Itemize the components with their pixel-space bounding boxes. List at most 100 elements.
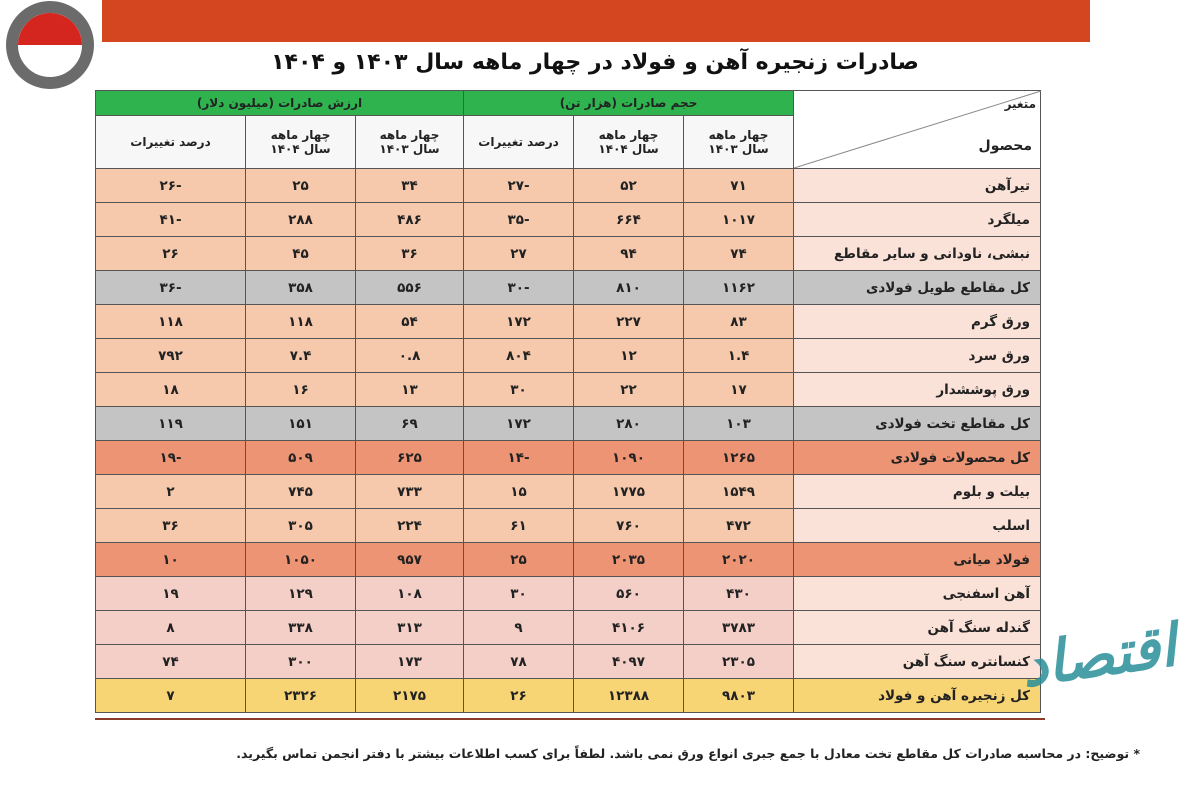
sub-header-line: درصد تغییرات	[478, 135, 559, 149]
value-cell: ۱۶	[245, 372, 357, 407]
value-cell: ۸۰۴	[463, 338, 575, 373]
product-cell: فولاد میانی	[793, 542, 1042, 577]
value-cell: -۲۷	[463, 168, 575, 203]
product-cell: تیرآهن	[793, 168, 1042, 203]
value-cell: ۱.۴	[683, 338, 795, 373]
diagonal	[794, 91, 1042, 168]
value-cell: ۶۱	[463, 508, 575, 543]
table-row: میلگرد ۱۰۱۷ ۶۶۴ -۳۵ ۴۸۶ ۲۸۸ -۴۱	[94, 202, 1042, 237]
value-cell: ۱۷	[683, 372, 795, 407]
product-cell: کنسانتره سنگ آهن	[793, 644, 1042, 679]
product-cell: ورق گرم	[793, 304, 1042, 339]
table-row: کل مقاطع طویل فولادی ۱۱۶۲ ۸۱۰ -۳۰ ۵۵۶ ۳۵۸ -۳۶	[94, 270, 1042, 305]
value-cell: ۳۶	[94, 508, 247, 543]
sub-header: چهار ماهه سال ۱۴۰۴	[573, 115, 685, 169]
product-cell: کل مقاطع تخت فولادی	[793, 406, 1042, 441]
value-cell: ۷۶۰	[573, 508, 685, 543]
product-cell: کل زنجیره آهن و فولاد	[793, 678, 1042, 713]
value-cell: ۲۵	[245, 168, 357, 203]
value-cell: ۶۲۵	[355, 440, 465, 475]
table-row: فولاد میانی ۲۰۲۰ ۲۰۳۵ ۲۵ ۹۵۷ ۱۰۵۰ ۱۰	[94, 542, 1042, 577]
sub-header-line: سال ۱۴۰۳	[708, 142, 769, 156]
value-cell: ۱۳	[355, 372, 465, 407]
value-cell: ۷۱	[683, 168, 795, 203]
value-cell: ۰.۸	[355, 338, 465, 373]
sub-header-line: چهار ماهه	[598, 128, 659, 142]
value-cell: ۷	[94, 678, 247, 713]
product-cell: کل محصولات فولادی	[793, 440, 1042, 475]
product-cell: کل مقاطع طویل فولادی	[793, 270, 1042, 305]
value-cell: ۲۲	[573, 372, 685, 407]
sub-header: درصد تغییرات	[463, 115, 575, 169]
value-cell: ۹۴	[573, 236, 685, 271]
footnote: * توضیح: در محاسبه صادرات کل مقاطع تخت م…	[236, 746, 1140, 761]
value-cell: ۱۷۷۵	[573, 474, 685, 509]
value-cell: ۳۴	[355, 168, 465, 203]
sub-header: چهار ماهه سال ۱۴۰۳	[683, 115, 795, 169]
value-cell: ۵۵۶	[355, 270, 465, 305]
table-row: اسلب ۴۷۲ ۷۶۰ ۶۱ ۲۲۴ ۳۰۵ ۳۶	[94, 508, 1042, 543]
sub-header: چهار ماهه سال ۱۴۰۴	[245, 115, 357, 169]
value-cell: ۲۸۸	[245, 202, 357, 237]
value-cell: ۳۷۸۳	[683, 610, 795, 645]
sub-header-line: درصد تغییرات	[130, 135, 211, 149]
value-cell: ۱۰۸	[355, 576, 465, 611]
value-cell: ۴۸۶	[355, 202, 465, 237]
product-cell: میلگرد	[793, 202, 1042, 237]
value-cell: ۱۱۸	[245, 304, 357, 339]
value-cell: ۱۰۹۰	[573, 440, 685, 475]
value-cell: ۹	[463, 610, 575, 645]
value-cell: ۲۲۴	[355, 508, 465, 543]
value-cell: ۷۸	[463, 644, 575, 679]
table-row: کل محصولات فولادی ۱۲۶۵ ۱۰۹۰ -۱۴ ۶۲۵ ۵۰۹ -۱۹	[94, 440, 1042, 475]
value-cell: ۵۲	[573, 168, 685, 203]
data-table: متغیر محصول حجم صادرات (هزار تن) ارزش صا…	[94, 90, 1042, 713]
corner-bottom: محصول	[978, 138, 1033, 154]
value-cell: ۲۳۲۶	[245, 678, 357, 713]
value-cell: ۱۷۲	[463, 304, 575, 339]
table-row: نبشی، ناودانی و سایر مقاطع ۷۴ ۹۴ ۲۷ ۳۶ ۴۵ ۲۶	[94, 236, 1042, 271]
value-cell: -۱۹	[94, 440, 247, 475]
value-cell: ۱۰۵۰	[245, 542, 357, 577]
table-row: ورق سرد ۱.۴ ۱۲ ۸۰۴ ۰.۸ ۷.۴ ۷۹۲	[94, 338, 1042, 373]
value-cell: ۸۱۰	[573, 270, 685, 305]
group-header: ارزش صادرات (میلیون دلار)	[94, 90, 465, 116]
value-cell: -۱۴	[463, 440, 575, 475]
value-cell: ۴۵	[245, 236, 357, 271]
product-cell: آهن اسفنجی	[793, 576, 1042, 611]
value-cell: ۷۹۲	[94, 338, 247, 373]
value-cell: ۷۴۵	[245, 474, 357, 509]
value-cell: ۴۳۰	[683, 576, 795, 611]
value-cell: ۸	[94, 610, 247, 645]
value-cell: ۳۵۸	[245, 270, 357, 305]
header-bar	[102, 0, 1090, 42]
product-cell: بیلت و بلوم	[793, 474, 1042, 509]
sub-header-row: چهار ماهه سال ۱۴۰۳ چهار ماهه سال ۱۴۰۴ درصد ت…	[94, 115, 1041, 169]
value-cell: -۳۶	[94, 270, 247, 305]
value-cell: ۶۹	[355, 406, 465, 441]
value-cell: ۱۱۹	[94, 406, 247, 441]
value-cell: ۶۶۴	[573, 202, 685, 237]
value-cell: ۳۰	[463, 372, 575, 407]
value-cell: ۱۹	[94, 576, 247, 611]
watermark: صفحه اقتصاد	[1016, 587, 1200, 701]
value-cell: ۲۰۲۰	[683, 542, 795, 577]
sub-header-line: چهار ماهه	[379, 128, 440, 142]
value-cell: ۲۱۷۵	[355, 678, 465, 713]
value-cell: ۲۸۰	[573, 406, 685, 441]
value-cell: ۱۰۱۷	[683, 202, 795, 237]
table-row: کنسانتره سنگ آهن ۲۳۰۵ ۴۰۹۷ ۷۸ ۱۷۳ ۳۰۰ ۷۴	[94, 644, 1042, 679]
value-cell: ۲۳۰۵	[683, 644, 795, 679]
value-cell: ۳۳۸	[245, 610, 357, 645]
value-cell: -۴۱	[94, 202, 247, 237]
value-cell: ۳۰۵	[245, 508, 357, 543]
group-header-row: متغیر محصول حجم صادرات (هزار تن) ارزش صا…	[94, 90, 1042, 169]
value-cell: ۲	[94, 474, 247, 509]
value-cell: ۱۵۴۹	[683, 474, 795, 509]
value-cell: ۴۰۹۷	[573, 644, 685, 679]
value-cell: ۲۵	[463, 542, 575, 577]
table-row: آهن اسفنجی ۴۳۰ ۵۶۰ ۳۰ ۱۰۸ ۱۲۹ ۱۹	[94, 576, 1042, 611]
sub-header-line: سال ۱۴۰۳	[379, 142, 440, 156]
value-cell: ۴۱۰۶	[573, 610, 685, 645]
